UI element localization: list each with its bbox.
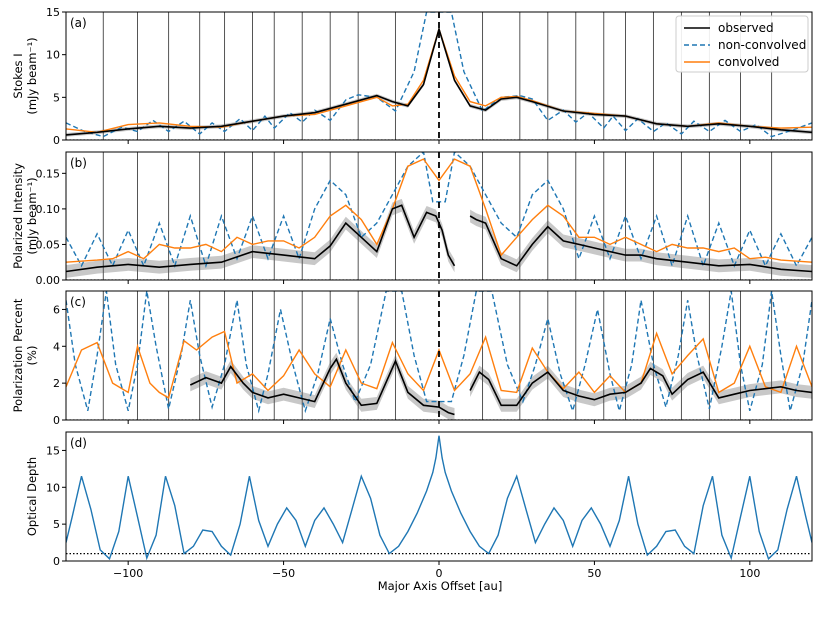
y-tick-label: 0.10	[36, 203, 61, 216]
y-tick-label: 15	[46, 6, 60, 19]
plot-area-1	[66, 152, 812, 280]
y-axis-label-line1: Polarization Percent	[11, 298, 25, 412]
y-tick-label: 15	[46, 444, 60, 457]
panel-tag: (a)	[70, 16, 87, 30]
series-convolved	[66, 330, 812, 399]
panel-tag: (d)	[70, 436, 87, 450]
legend-label: non-convolved	[718, 38, 806, 52]
series-observed	[66, 204, 812, 273]
plot-area-2	[66, 291, 812, 420]
y-tick-label: 0.00	[36, 274, 61, 287]
x-tick-label: −100	[113, 567, 143, 580]
legend-box	[675, 15, 809, 73]
series-non-convolved	[66, 12, 812, 138]
y-tick-label: 2	[53, 377, 60, 390]
y-tick-label: 10	[46, 481, 60, 494]
y-axis-label: Optical Depth	[25, 457, 39, 536]
y-tick-label: 0	[53, 555, 60, 568]
plot-area-0	[66, 12, 812, 140]
y-tick-label: 4	[53, 340, 60, 353]
y-tick-label: 0	[53, 414, 60, 427]
y-axis-label-line2: (%)	[25, 346, 39, 366]
series-non-convolved	[66, 435, 812, 561]
panel-1: 0.00 0.05 0.10 0.15 (b) Polarized Intensity (m…	[11, 151, 813, 287]
panel-tag: (b)	[70, 156, 87, 170]
legend: observed non-convolved convolved	[675, 15, 809, 73]
panel-3: 0 5 10 15 −100 −50 0 50 100 (d) Optical Depth	[25, 431, 813, 580]
y-tick-label: 0.05	[36, 238, 61, 251]
panel-frame	[65, 431, 813, 562]
y-axis-label-line2: (mJy beam⁻¹)	[25, 37, 39, 114]
legend-label: observed	[718, 21, 774, 35]
panel-tag: (c)	[70, 295, 86, 309]
plot-area-3	[66, 435, 812, 561]
series-convolved	[66, 158, 812, 263]
x-tick-label: −50	[272, 567, 295, 580]
y-tick-label: 0	[53, 134, 60, 147]
x-tick-label: 0	[436, 567, 443, 580]
x-axis-label: Major Axis Offset [au]	[378, 579, 503, 593]
y-axis-label-line1: Stokes I	[11, 53, 25, 98]
y-tick-label: 0.15	[36, 167, 61, 180]
y-axis-label-line2: (mJy beam⁻¹)	[25, 177, 39, 254]
y-tick-label: 5	[53, 91, 60, 104]
y-axis-label-line1: Polarized Intensity	[11, 163, 25, 269]
panel-0: 0 5 10 15 (a) Stokes I (mJy beam⁻¹)	[11, 6, 813, 147]
observed-uncertainty-band	[190, 352, 812, 420]
series-observed	[66, 26, 812, 136]
y-tick-label: 6	[53, 303, 60, 316]
x-tick-label: 100	[739, 567, 760, 580]
legend-label: convolved	[718, 55, 779, 69]
y-tick-label: 10	[46, 49, 60, 62]
x-tick-label: 50	[587, 567, 601, 580]
y-tick-label: 5	[53, 518, 60, 531]
series-non-convolved	[66, 152, 812, 269]
panel-2: 0 2 4 6 (c) Polarization Percent (%)	[11, 290, 813, 427]
series-observed	[189, 357, 812, 416]
